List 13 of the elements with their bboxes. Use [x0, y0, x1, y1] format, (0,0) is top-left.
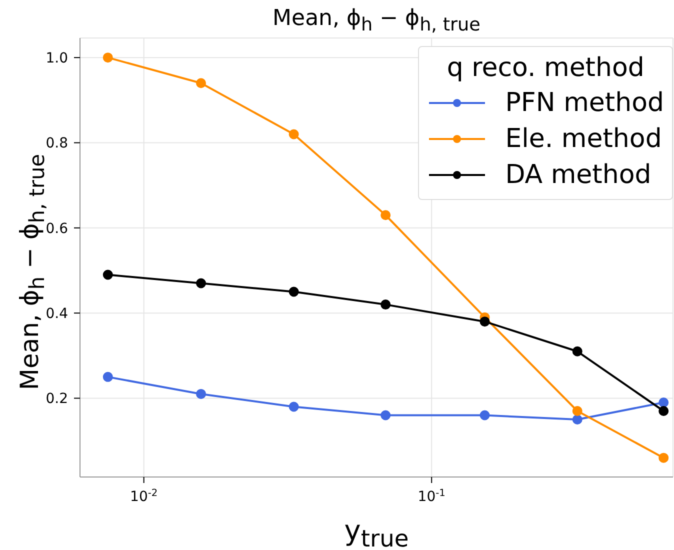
legend-label: PFN method — [505, 87, 664, 120]
y-tick-label: 1.0 — [46, 50, 68, 67]
chart-title: Mean, ϕ$_{h}$ − ϕ$_{h, true}$ — [272, 6, 482, 36]
x-axis-title: y$_{true}$ — [343, 514, 410, 550]
y-tick-label: 0.6 — [46, 220, 68, 237]
x-tick-label: 10$^{-1}$ — [418, 488, 446, 505]
legend-label: Ele. method — [505, 123, 662, 156]
legend-title: q reco. method — [446, 53, 646, 83]
legend-label: DA method — [505, 159, 652, 192]
y-tick-label: 0.4 — [46, 306, 68, 322]
y-tick-label: 0.8 — [46, 136, 68, 152]
y-tick-label: 0.2 — [46, 391, 68, 408]
x-tick-label: 10$^{-2}$ — [130, 488, 158, 505]
